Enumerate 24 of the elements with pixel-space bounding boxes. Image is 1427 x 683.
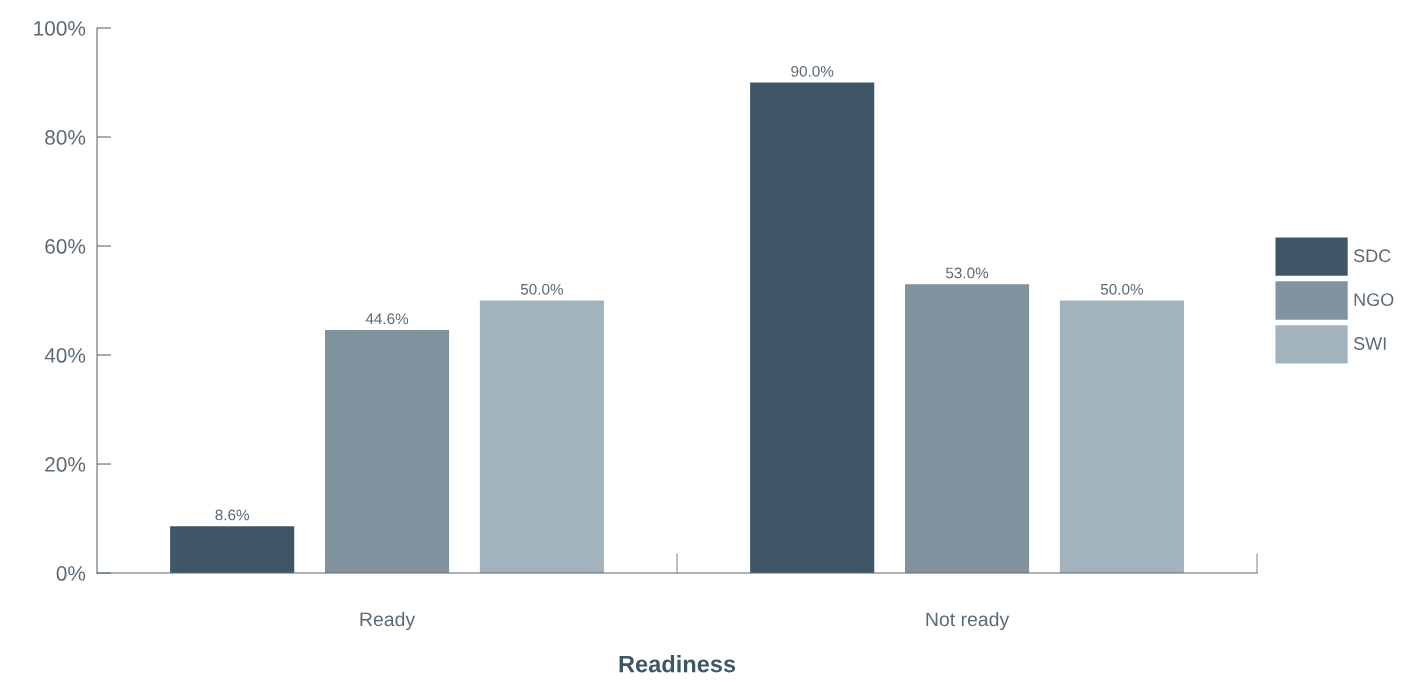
legend-label: SDC	[1353, 249, 1391, 263]
data-label: 50.0%	[1100, 283, 1144, 295]
data-label: 90.0%	[791, 65, 834, 77]
bar	[324, 329, 450, 574]
y-tick-label: 100%	[34, 21, 86, 36]
x-tick-label: Ready	[360, 611, 416, 631]
bar	[750, 82, 875, 574]
y-tick-label: 40%	[44, 348, 86, 363]
data-label: 8.6%	[215, 509, 250, 521]
data-label: 50.0%	[520, 283, 564, 295]
x-tick-label: Not ready	[926, 611, 1010, 631]
bar	[479, 300, 604, 574]
legend-label: NGO	[1354, 293, 1394, 307]
bar	[170, 526, 295, 574]
bar	[904, 284, 1030, 574]
legend-label: SWI	[1353, 337, 1386, 350]
data-label: 53.0%	[945, 267, 989, 279]
y-tick-label: 80%	[45, 130, 86, 145]
y-tick-label: 20%	[45, 457, 86, 472]
y-tick-label: 0%	[56, 566, 86, 581]
data-label: 44.6%	[365, 313, 409, 325]
bar	[1059, 300, 1184, 574]
y-tick-label: 60%	[45, 239, 86, 254]
x-axis-title: Readiness	[619, 655, 736, 673]
